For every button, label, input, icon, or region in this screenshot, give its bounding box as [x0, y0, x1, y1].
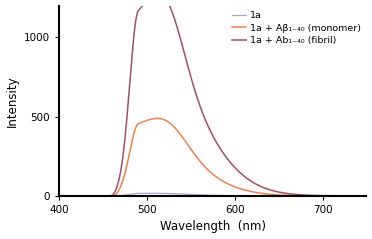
- Line: 1a + Aβ₁₋₄₀ (monomer): 1a + Aβ₁₋₄₀ (monomer): [59, 118, 366, 196]
- 1a: [198, 193, 203, 196]
- 1a: [73, 195, 77, 197]
- 1a + Aβ₁₋₄₀ (monomer): [155, 117, 159, 120]
- 1a + Aβ₁₋₄₀ (monomer): [364, 194, 369, 197]
- 1a: [206, 194, 211, 197]
- 1a + Ab₁₋₄₀ (fibril): [73, 195, 77, 197]
- 1a + Ab₁₋₄₀ (fibril): [198, 106, 203, 109]
- 1a: [364, 195, 369, 197]
- Line: 1a: 1a: [59, 193, 366, 196]
- Legend: 1a, 1a + Aβ₁₋₄₀ (monomer), 1a + Ab₁₋₄₀ (fibril): 1a, 1a + Aβ₁₋₄₀ (monomer), 1a + Ab₁₋₄₀ (…: [231, 10, 362, 46]
- 1a + Aβ₁₋₄₀ (monomer): [73, 195, 77, 197]
- 1a: [299, 194, 304, 197]
- X-axis label: Wavelength  (nm): Wavelength (nm): [160, 220, 266, 234]
- Y-axis label: Intensity: Intensity: [6, 75, 19, 126]
- Line: 1a + Ab₁₋₄₀ (fibril): 1a + Ab₁₋₄₀ (fibril): [59, 0, 366, 196]
- 1a + Aβ₁₋₄₀ (monomer): [299, 194, 304, 197]
- 1a: [150, 192, 154, 195]
- 1a + Aβ₁₋₄₀ (monomer): [57, 195, 61, 197]
- 1a + Aβ₁₋₄₀ (monomer): [356, 194, 360, 197]
- 1a + Ab₁₋₄₀ (fibril): [206, 126, 211, 129]
- 1a + Aβ₁₋₄₀ (monomer): [198, 161, 203, 163]
- 1a + Aβ₁₋₄₀ (monomer): [206, 169, 211, 172]
- 1a + Ab₁₋₄₀ (fibril): [356, 194, 360, 197]
- 1a + Ab₁₋₄₀ (fibril): [299, 193, 304, 196]
- 1a: [57, 195, 61, 197]
- 1a + Aβ₁₋₄₀ (monomer): [355, 194, 360, 197]
- 1a + Ab₁₋₄₀ (fibril): [355, 194, 360, 197]
- 1a + Ab₁₋₄₀ (fibril): [364, 194, 369, 197]
- 1a: [355, 195, 360, 197]
- 1a: [356, 195, 360, 197]
- 1a + Ab₁₋₄₀ (fibril): [57, 195, 61, 197]
